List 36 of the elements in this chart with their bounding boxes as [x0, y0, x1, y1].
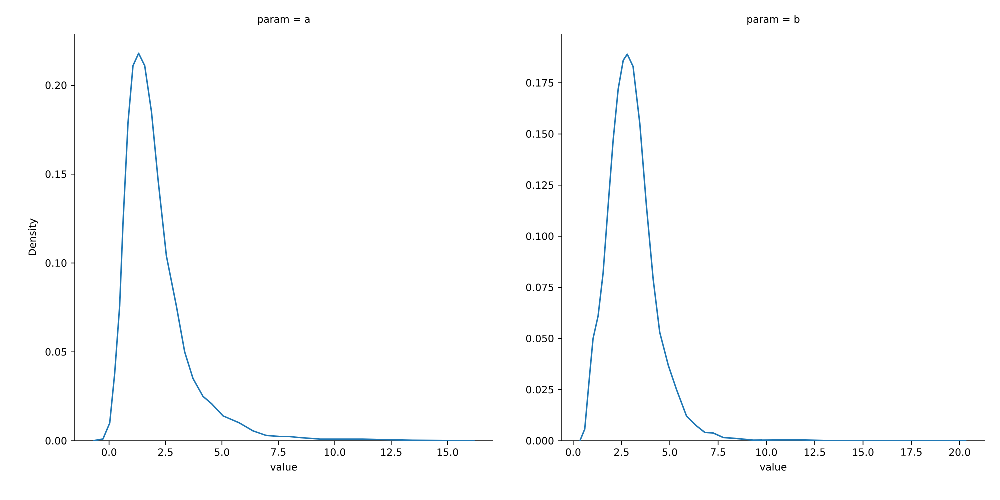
y-axis-title: Density — [28, 218, 38, 256]
x-axis-title: value — [270, 463, 298, 471]
x-tick-label: 2.5 — [158, 448, 173, 456]
x-tick-label: 17.5 — [902, 448, 922, 456]
y-tick-label: 0.100 — [526, 232, 554, 240]
x-tick-label: 5.0 — [662, 448, 678, 456]
y-tick-label: 0.05 — [46, 348, 67, 356]
x-tick-label: 5.0 — [214, 448, 230, 456]
x-tick-label: 12.5 — [804, 448, 826, 456]
y-tick-label: 0.20 — [46, 82, 67, 90]
x-tick-label: 0.0 — [566, 448, 581, 456]
chart-title: param = a — [258, 17, 310, 26]
x-tick-label: 7.5 — [271, 448, 286, 456]
x-tick-label: 12.5 — [381, 448, 402, 456]
y-tick-label: 0.10 — [46, 259, 67, 268]
x-tick-label: 15.0 — [853, 448, 874, 456]
x-tick-label: 10.0 — [324, 448, 346, 456]
x-tick-label: 10.0 — [756, 448, 778, 456]
y-tick-label: 0.15 — [46, 170, 67, 178]
line-series — [92, 52, 476, 441]
y-tick-label: 0.125 — [526, 182, 554, 190]
x-tick-label: 7.5 — [711, 448, 726, 456]
y-tick-label: 0.050 — [526, 334, 554, 343]
x-tick-label: 0.0 — [102, 448, 117, 456]
y-tick-label: 0.000 — [526, 437, 554, 445]
x-tick-label: 15.0 — [438, 448, 458, 456]
y-tick-label: 0.025 — [526, 386, 554, 394]
y-tick-label: 0.175 — [526, 79, 554, 87]
x-tick-label: 2.5 — [614, 448, 629, 456]
x-axis-title: value — [760, 463, 787, 471]
chart-title: param = b — [748, 15, 800, 26]
line-series — [579, 54, 968, 441]
x-tick-label: 20.0 — [949, 448, 970, 456]
y-tick-label: 0.00 — [46, 437, 67, 445]
y-tick-label: 0.075 — [526, 284, 554, 292]
y-tick-label: 0.150 — [526, 130, 554, 138]
